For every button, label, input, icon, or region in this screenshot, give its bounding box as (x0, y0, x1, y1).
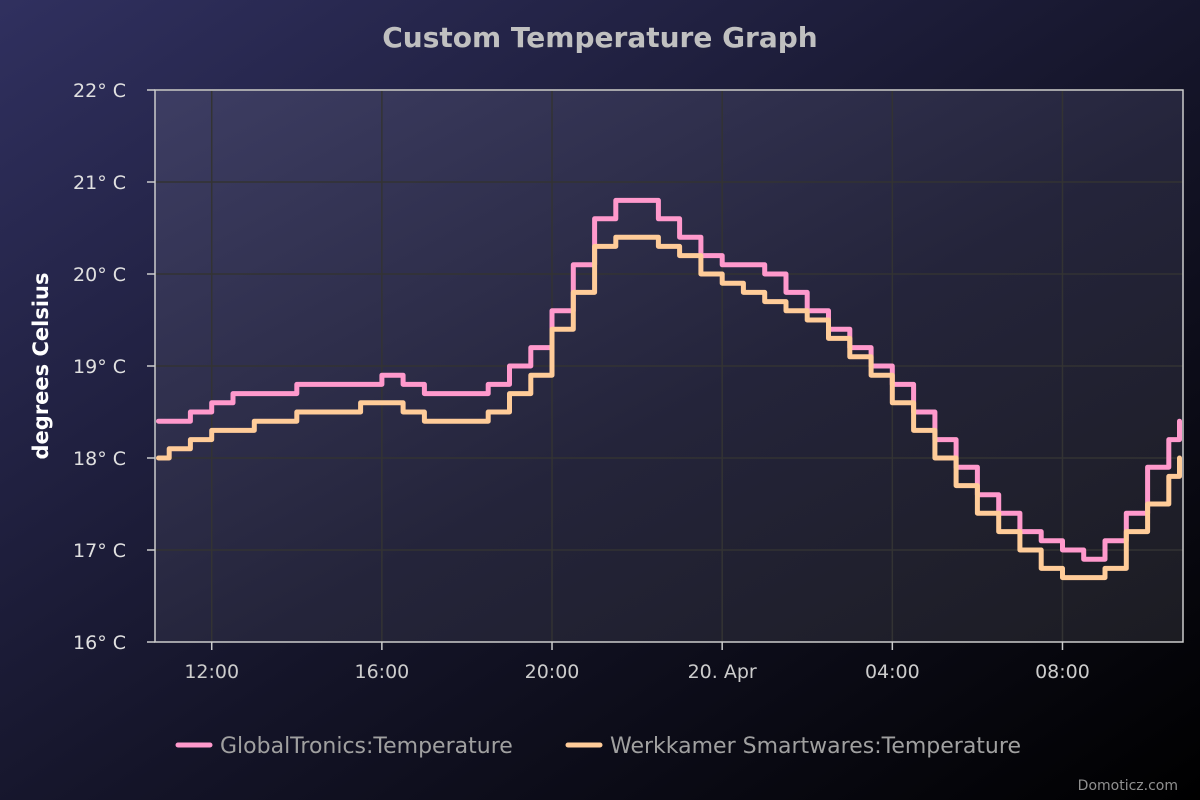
y-tick-label: 16° C (73, 632, 126, 654)
x-tick-label: 12:00 (184, 661, 239, 683)
y-tick-label: 22° C (73, 80, 126, 102)
series-line-1[interactable] (156, 197, 1182, 562)
legend-item-2[interactable]: Werkkamer Smartwares:Temperature (565, 734, 1021, 759)
x-tick-label: 08:00 (1035, 661, 1090, 683)
x-tick-label: 16:00 (354, 661, 409, 683)
legend: GlobalTronics:Temperature Werkkamer Smart… (175, 734, 1021, 759)
y-axis-title: degrees Celsius (29, 273, 53, 460)
y-tick-label: 20° C (73, 264, 126, 286)
credits-link[interactable]: Domoticz.com (1078, 778, 1178, 794)
series-line-2[interactable] (156, 234, 1182, 581)
y-tick-label: 19° C (73, 356, 126, 378)
y-tick-label: 18° C (73, 448, 126, 470)
x-tick-label: 04:00 (865, 661, 920, 683)
axes: 16° C 17° C 18° C 19° C 20° C 21° C 22° C 12:00… (73, 80, 1184, 683)
series-lines (156, 197, 1182, 581)
plot-border (154, 89, 1184, 643)
x-tick-label: 20. Apr (688, 661, 757, 683)
x-tick-label: 20:00 (525, 661, 580, 683)
y-tick-label: 21° C (73, 172, 126, 194)
y-tick-label: 17° C (73, 540, 126, 562)
legend-label: Werkkamer Smartwares:Temperature (610, 734, 1021, 759)
chart-title: Custom Temperature Graph (382, 21, 818, 54)
legend-label: GlobalTronics:Temperature (220, 734, 513, 759)
legend-item-1[interactable]: GlobalTronics:Temperature (175, 734, 513, 759)
